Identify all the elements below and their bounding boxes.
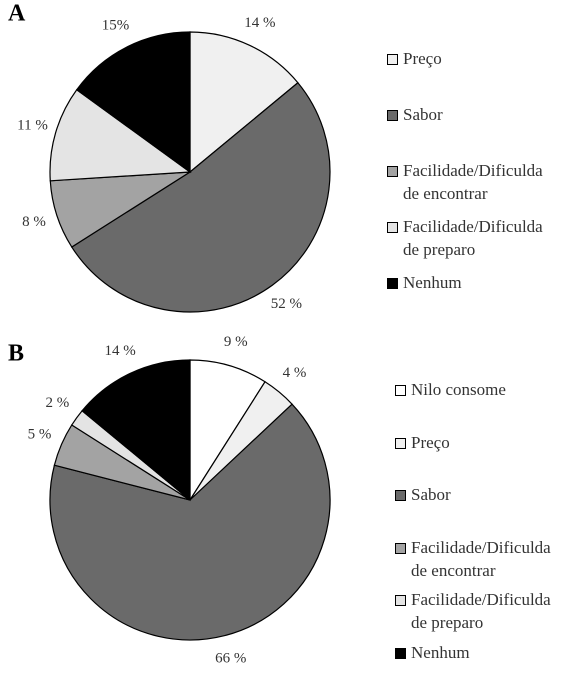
legend-swatch [387, 278, 398, 289]
value-label: 66 % [215, 650, 246, 666]
value-label: 14 % [105, 343, 136, 359]
legend-label: Preço [403, 49, 442, 68]
pie-slice [49, 403, 331, 641]
legend-label: Preço [411, 432, 450, 452]
legend-swatch [395, 385, 406, 396]
legend-swatch [395, 647, 406, 659]
legend-swatch [387, 166, 398, 177]
value-label: 52 % [271, 296, 302, 312]
pie-slice [49, 88, 192, 182]
legend-label: Sabor [403, 105, 443, 124]
value-label: 8 % [22, 214, 46, 230]
pie-slice [75, 31, 191, 174]
legend-swatch [395, 437, 406, 449]
value-label: 14 % [244, 15, 275, 31]
value-label: 5 % [28, 426, 52, 442]
legend-label: Nenhum [411, 642, 470, 662]
value-label: 15% [102, 17, 130, 33]
legend-swatch [387, 222, 398, 233]
pie-slice [189, 359, 266, 503]
pie-slice [189, 31, 299, 174]
panel-label: B [8, 341, 24, 367]
value-label: 4 % [283, 365, 307, 381]
legend-label: Facilidade/Dificulda de preparo [411, 590, 551, 632]
legend-swatch [387, 110, 398, 121]
legend-label: Facilidade/Dificulda de encontrar [411, 537, 551, 580]
legend-swatch [395, 542, 406, 554]
value-label: 9 % [224, 334, 248, 350]
value-label: 2 % [45, 395, 69, 411]
legend-label: Nenhum [403, 273, 462, 292]
legend-swatch [395, 595, 406, 606]
legend-label: Nilo consome [411, 380, 506, 399]
legend-swatch [395, 490, 406, 501]
pie-slice [81, 359, 191, 502]
legend-label: Facilidade/Dificulda de preparo [403, 217, 543, 259]
value-label: 11 % [17, 118, 48, 134]
legend-swatch [387, 54, 398, 65]
panel-label: A [8, 1, 26, 27]
legend-label: Facilidade/Dificulda de encontrar [403, 161, 543, 203]
legend-label: Sabor [411, 485, 451, 504]
pie-slice [70, 81, 331, 313]
